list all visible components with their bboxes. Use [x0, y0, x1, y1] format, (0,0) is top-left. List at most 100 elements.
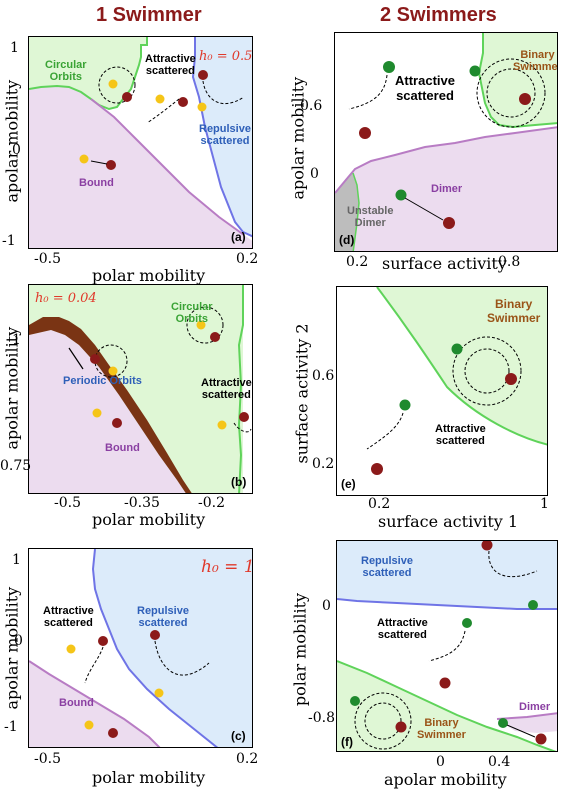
orbit-outer-d	[476, 58, 546, 128]
region-dimer-d	[335, 127, 557, 251]
ytick-c-3: -1	[4, 719, 18, 735]
region-repulsive-c	[93, 549, 252, 747]
ytick-a-2: 0	[12, 142, 21, 158]
orbit-circle-b1	[186, 306, 224, 344]
orbit-inner-f	[364, 702, 402, 740]
panel-a: Circular Orbits Attractive scattered Repul…	[28, 36, 253, 249]
swimmer-yellow-b2	[108, 366, 118, 376]
region-binary-d	[479, 33, 557, 127]
label-bound-b: Bound	[105, 442, 140, 454]
label-periodic-b: Periodic Orbits	[63, 375, 142, 387]
ytick-b-1: 1	[12, 332, 21, 348]
region-unstable-d	[335, 173, 359, 251]
traj-f2	[488, 550, 538, 577]
label-attractive-f: Attractive scattered	[377, 617, 428, 641]
swimmer-red-f3	[439, 677, 451, 689]
swimmer-red-b1	[210, 332, 220, 342]
ytick-a-1: 1	[10, 40, 19, 56]
xtick-d-1: 0.2	[346, 254, 369, 270]
panel-e: Binary Swimmer Attractive scattered (e)	[336, 286, 548, 496]
boundary-repulsive-f	[337, 598, 557, 610]
header-one-swimmer: 1 Swimmer	[96, 4, 202, 26]
swimmer-red-f4	[535, 733, 547, 745]
panel-a-svg	[29, 37, 252, 248]
panel-label-c: (c)	[231, 729, 246, 743]
link-d3	[404, 197, 444, 221]
xlabel-c: polar mobility	[92, 768, 206, 787]
ytick-d-1: 0.6	[300, 98, 323, 114]
region-repulsive-f	[337, 541, 557, 609]
xlabel-b: polar mobility	[92, 510, 206, 529]
xtick-f-1: 0	[436, 754, 445, 770]
label-attractive-a: Attractive scattered	[145, 53, 196, 77]
label-binary-e: Binary Swimmer	[487, 297, 541, 325]
ytick-f-1: 0	[322, 598, 331, 614]
region-periodic-b	[29, 317, 192, 493]
panel-d: Binary Swimmer Attractive scattered Dimer …	[334, 32, 558, 252]
h0-a: h₀ = 0.5	[199, 49, 253, 64]
panel-c-svg	[29, 549, 252, 747]
label-dimer-f: Dimer	[519, 701, 551, 713]
swimmer-red-e1	[505, 373, 517, 385]
ytick-d-2: 0	[310, 166, 319, 182]
panel-label-e: (e)	[341, 477, 356, 491]
traj-f3	[428, 630, 466, 662]
xtick-b-1: -0.5	[54, 495, 81, 511]
label-attractive-c: Attractive scattered	[43, 605, 94, 629]
ylabel-a: apolar mobility	[2, 79, 22, 203]
swimmer-green-f4	[498, 718, 508, 728]
boundary-unstable-d	[352, 172, 360, 251]
swimmer-red-f2	[481, 541, 493, 551]
orbit-outer-f	[354, 692, 412, 750]
region-repulsive-a	[193, 37, 252, 237]
swimmer-yellow-c2	[154, 688, 164, 698]
swimmer-red-c3	[108, 728, 118, 738]
xlabel-e: surface activity 1	[378, 512, 519, 531]
ylabel-f: polar mobility	[290, 592, 310, 707]
boundary-dimer-d	[335, 126, 557, 194]
h0-b: h₀ = 0.04	[35, 291, 97, 306]
orbit-inner-d	[486, 68, 536, 118]
label-repulsive-a: Repulsive scattered	[199, 123, 251, 147]
label-attractive-b: Attractive scattered	[201, 377, 252, 401]
boundary-binary-d	[477, 33, 557, 129]
xtick-e-1: 0.2	[368, 496, 391, 512]
swimmer-red-a1	[122, 92, 132, 102]
label-repulsive-c: Repulsive scattered	[137, 605, 189, 629]
panel-label-a: (a)	[231, 230, 246, 244]
label-circular-b: Circular Orbits	[171, 301, 213, 325]
orbit-outer-e	[452, 336, 522, 406]
swimmer-yellow-a2	[155, 94, 165, 104]
header-two-swimmers: 2 Swimmers	[380, 4, 497, 26]
traj-a3	[202, 80, 245, 105]
swimmer-green-f1	[350, 696, 360, 706]
ylabel-b: apolar mobility	[2, 326, 22, 450]
ytick-b-2: 0.75	[0, 458, 32, 474]
swimmer-red-d3	[443, 217, 455, 229]
ytick-a-3: -1	[2, 233, 16, 249]
traj-b4	[233, 422, 252, 433]
xlabel-d: surface activity	[382, 254, 507, 273]
xlabel-a: polar mobility	[92, 266, 206, 285]
panel-e-svg	[366, 287, 547, 475]
traj-e2	[366, 412, 404, 450]
swimmer-red-b2	[90, 354, 100, 364]
boundary-circular-a	[29, 37, 148, 111]
boundary-repulsive-c	[91, 549, 219, 747]
swimmer-green-e1	[451, 343, 463, 355]
swimmer-yellow-c1	[66, 644, 76, 654]
swimmer-red-e2	[371, 463, 383, 475]
region-binary-e	[377, 287, 547, 445]
ylabel-e: surface activity 2	[292, 323, 312, 464]
ytick-e-1: 0.6	[312, 368, 335, 384]
boundary-dimer-f	[496, 712, 557, 720]
boundary-repulsive-a	[191, 37, 252, 238]
orbit-circle-a	[98, 66, 136, 104]
traj-d2	[348, 74, 388, 110]
panel-d-svg	[335, 33, 557, 251]
swimmer-yellow-c3	[84, 720, 94, 730]
ytick-f-2: -0.8	[308, 710, 335, 726]
region-bound-a	[29, 86, 252, 248]
boundary-binary-f	[337, 660, 557, 751]
label-binary-f: Binary Swimmer	[417, 717, 466, 741]
